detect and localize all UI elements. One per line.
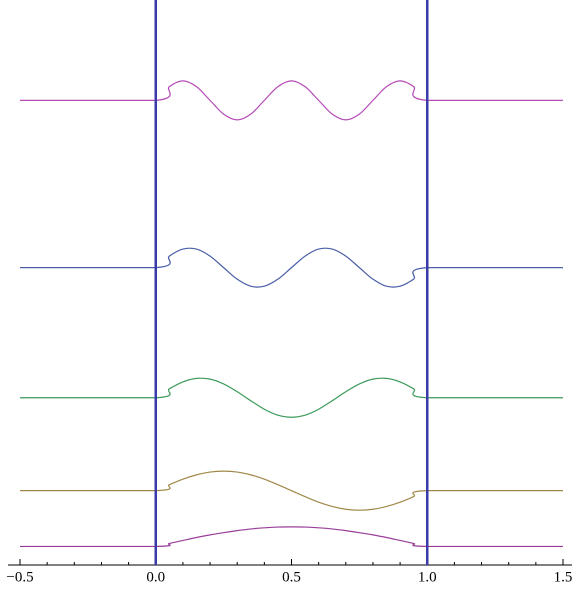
wave-line (20, 377, 563, 418)
x-tick-label: 1.5 (554, 569, 573, 585)
x-tick-label: 0.0 (146, 569, 165, 585)
wave-line (20, 80, 563, 121)
wave-line (20, 470, 563, 511)
x-tick-label: 1.0 (418, 569, 437, 585)
x-tick-label: 0.5 (282, 569, 301, 585)
wave-line (20, 526, 563, 548)
x-tick-label: −0.5 (6, 569, 33, 585)
wave-line (20, 247, 563, 288)
